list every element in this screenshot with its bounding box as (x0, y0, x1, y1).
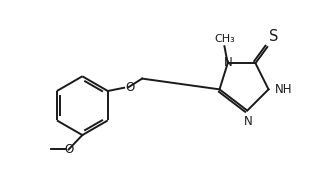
Text: O: O (64, 143, 73, 156)
Text: S: S (269, 29, 278, 44)
Text: O: O (125, 81, 135, 94)
Text: NH: NH (275, 83, 293, 96)
Text: N: N (244, 114, 253, 128)
Text: CH₃: CH₃ (214, 34, 235, 44)
Text: N: N (224, 56, 233, 69)
